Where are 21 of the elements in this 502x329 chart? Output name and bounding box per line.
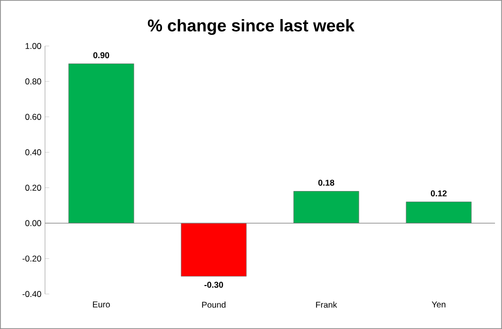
y-tick-label: 0.80 (25, 78, 42, 84)
x-tick-label: Euro (92, 302, 110, 308)
y-tick-label: 1.00 (26, 43, 42, 49)
y-tick-label: -0.40 (22, 291, 42, 297)
data-label: 0.90 (93, 52, 110, 58)
y-tick-label: 0.00 (25, 220, 42, 226)
y-tick-label: 0.60 (25, 114, 42, 120)
bar (406, 202, 472, 224)
bar (68, 64, 134, 224)
chart-title: % change since last week (148, 19, 355, 35)
x-tick-label: Yen (432, 302, 446, 308)
x-tick-label: Pound (202, 302, 226, 308)
x-tick-label: Frank (316, 302, 338, 308)
data-label: 0.12 (430, 190, 447, 196)
y-tick-label: -0.20 (22, 256, 42, 262)
y-tick-label: 0.20 (25, 184, 42, 191)
bar (180, 222, 247, 276)
data-label: -0.30 (204, 282, 224, 288)
y-tick-label: 0.40 (25, 149, 42, 156)
data-label: 0.18 (318, 180, 334, 186)
bar (293, 191, 360, 224)
